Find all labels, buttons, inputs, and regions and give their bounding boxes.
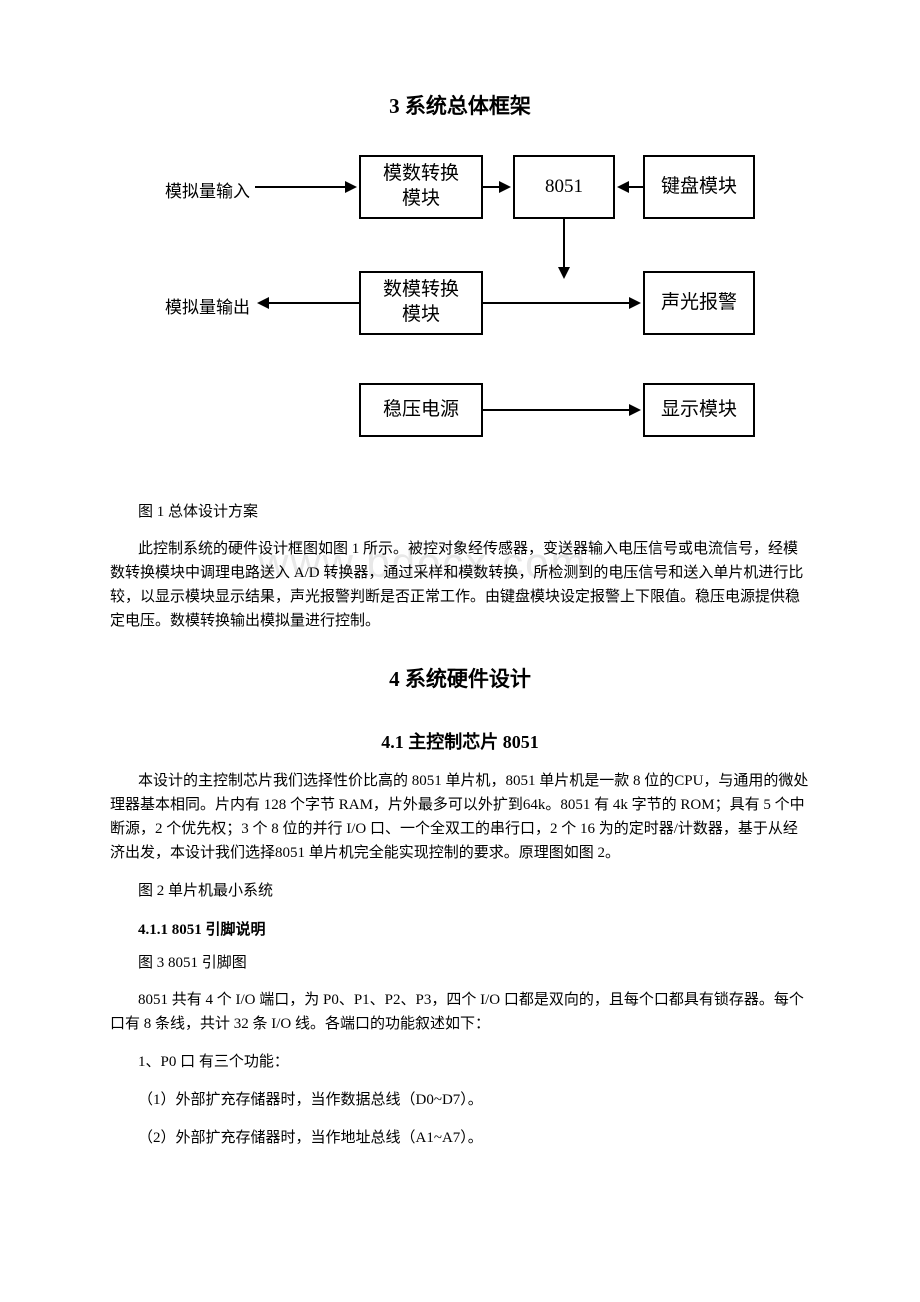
box-power: 稳压电源 xyxy=(359,383,483,437)
arrow-head xyxy=(629,297,641,309)
block-diagram: 模拟量输入 模拟量输出 模数转换 模块 8051 键盘模块 数模转换 模块 声光… xyxy=(165,155,755,465)
box-display: 显示模块 xyxy=(643,383,755,437)
section4-1-title: 4.1 主控制芯片 8051 xyxy=(110,728,810,754)
p0-item1: （1）外部扩充存储器时，当作数据总线（D0~D7）。 xyxy=(110,1088,810,1112)
arrow-line xyxy=(627,186,643,188)
section4-title: 4 系统硬件设计 xyxy=(110,663,810,693)
arrow-line xyxy=(483,409,631,411)
label-analog-input: 模拟量输入 xyxy=(165,177,250,202)
section3-paragraph: www.bdocx.com 此控制系统的硬件设计框图如图 1 所示。被控对象经传… xyxy=(110,537,810,633)
box-keyboard: 键盘模块 xyxy=(643,155,755,219)
figure3-caption: 图 3 8051 引脚图 xyxy=(110,951,810,972)
arrow-head xyxy=(257,297,269,309)
box-dac: 数模转换 模块 xyxy=(359,271,483,335)
arrow-line xyxy=(483,302,631,304)
arrow-line xyxy=(255,186,347,188)
section4-1-1-paragraph: 8051 共有 4 个 I/O 端口，为 P0、P1、P2、P3，四个 I/O … xyxy=(110,988,810,1036)
arrow-head xyxy=(558,267,570,279)
arrow-head xyxy=(629,404,641,416)
label-analog-output: 模拟量输出 xyxy=(165,293,250,318)
arrow-head xyxy=(617,181,629,193)
watermark: www.bdocx.com xyxy=(230,529,587,596)
figure1-caption: 图 1 总体设计方案 xyxy=(110,500,810,521)
box-alarm: 声光报警 xyxy=(643,271,755,335)
arrow-line xyxy=(267,302,359,304)
arrow-line xyxy=(563,219,565,270)
box-cpu-8051: 8051 xyxy=(513,155,615,219)
p0-item2: （2）外部扩充存储器时，当作地址总线（A1~A7）。 xyxy=(110,1126,810,1150)
figure2-caption: 图 2 单片机最小系统 xyxy=(110,879,810,900)
section3-paragraph-text: 此控制系统的硬件设计框图如图 1 所示。被控对象经传感器，变送器输入电压信号或电… xyxy=(110,541,803,629)
section4-1-1-title: 4.1.1 8051 引脚说明 xyxy=(110,918,810,939)
arrow-head xyxy=(345,181,357,193)
arrow-head xyxy=(499,181,511,193)
p0-heading: 1、P0 口 有三个功能： xyxy=(110,1050,810,1074)
box-adc: 模数转换 模块 xyxy=(359,155,483,219)
section3-title: 3 系统总体框架 xyxy=(110,90,810,120)
section4-1-paragraph: 本设计的主控制芯片我们选择性价比高的 8051 单片机，8051 单片机是一款 … xyxy=(110,769,810,865)
